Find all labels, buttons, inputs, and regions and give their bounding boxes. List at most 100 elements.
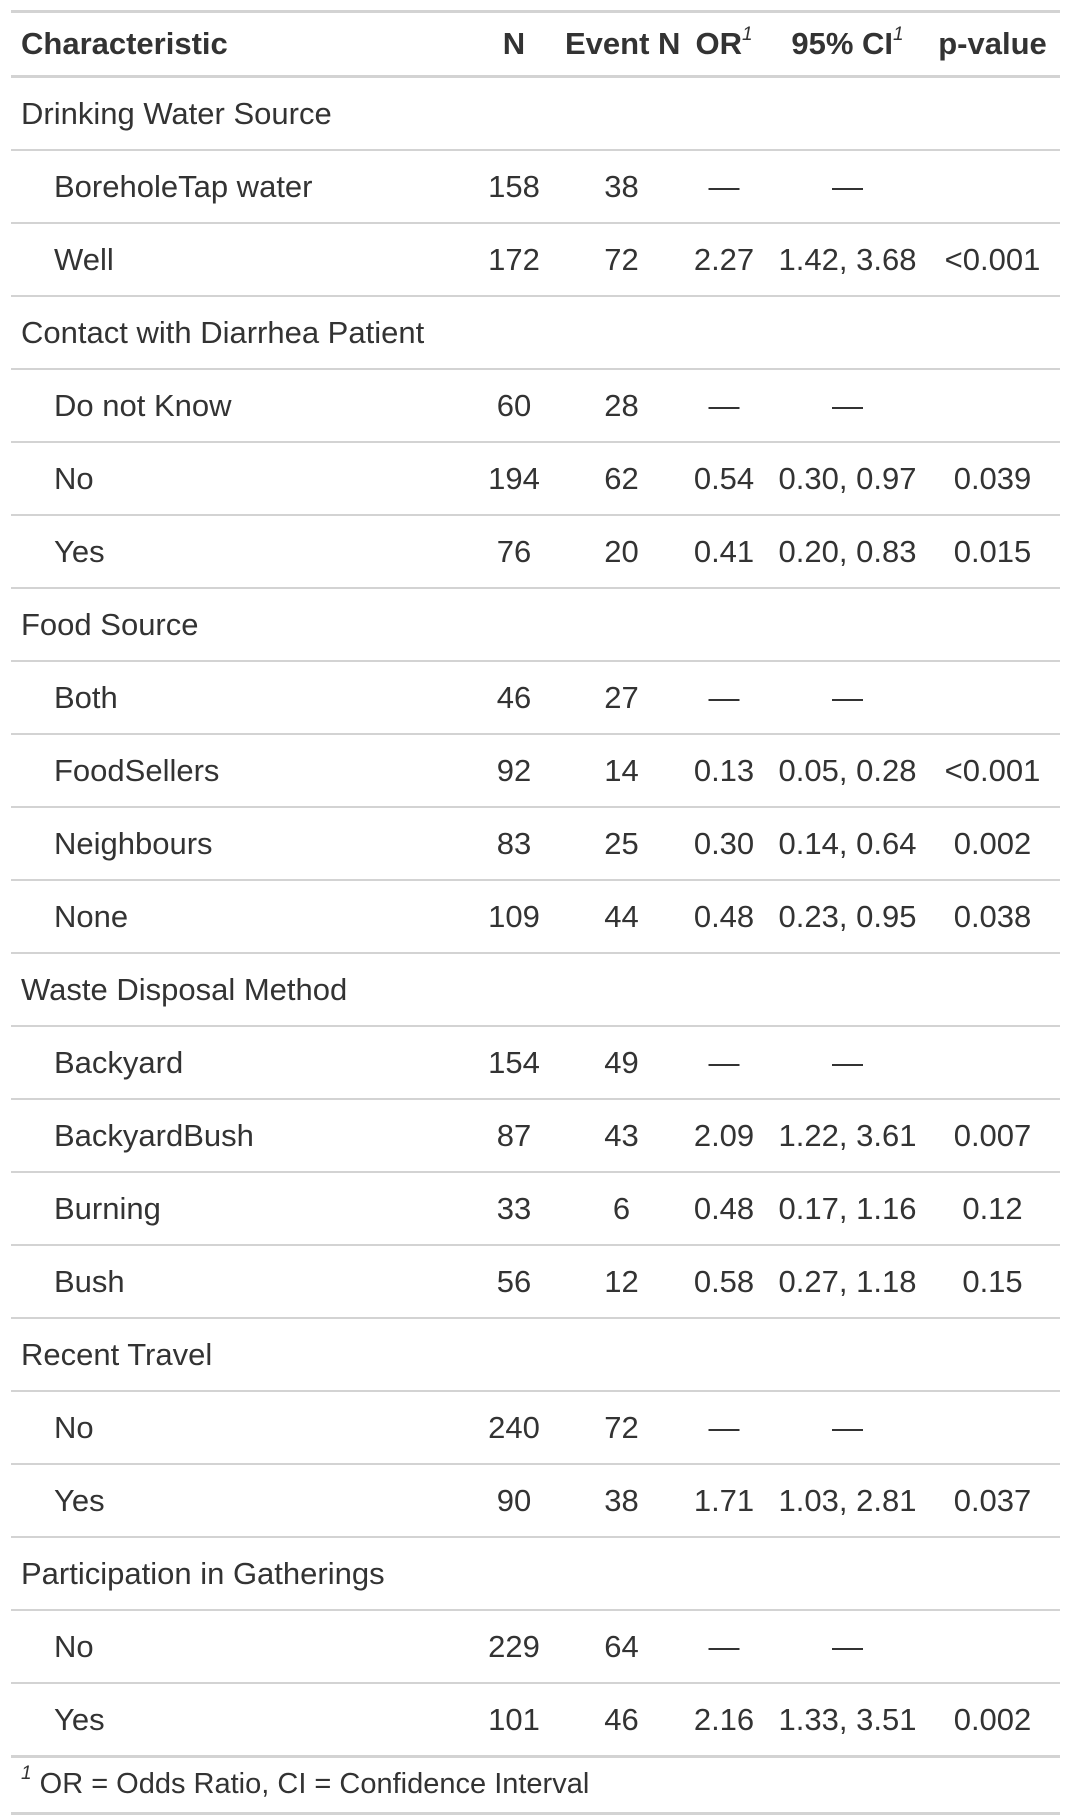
cell-event-n: 20 (565, 515, 678, 589)
cell-or: — (678, 369, 770, 443)
cell-ci (770, 1537, 925, 1611)
cell-or (678, 1318, 770, 1392)
cell-or: — (678, 1610, 770, 1684)
table-row: Yes 76 20 0.41 0.20, 0.83 0.015 (11, 515, 1060, 589)
table-row: Backyard 154 49— — (11, 1026, 1060, 1100)
cell-p-value (925, 296, 1060, 370)
cell-n: 240 (463, 1391, 565, 1465)
cell-n (463, 296, 565, 370)
cell-event-n: 64 (565, 1610, 678, 1684)
cell-p-value (925, 1391, 1060, 1465)
header-or-label: OR (695, 26, 742, 61)
cell-ci: 1.03, 2.81 (770, 1464, 925, 1538)
row-label: Drinking Water Source (11, 76, 463, 151)
cell-or: — (678, 1391, 770, 1465)
header-or-footnote-mark: 1 (741, 24, 753, 45)
cell-ci: 0.17, 1.16 (770, 1172, 925, 1246)
regression-table-container: Characteristic N Event N OR1 95% CI1 p-v… (11, 10, 1060, 1815)
row-label: Waste Disposal Method (11, 953, 463, 1027)
regression-table: Characteristic N Event N OR1 95% CI1 p-v… (11, 10, 1060, 1758)
cell-or: 0.58 (678, 1245, 770, 1319)
cell-p-value: 0.038 (925, 880, 1060, 954)
cell-n: 101 (463, 1683, 565, 1758)
table-group-row: Contact with Diarrhea Patient (11, 296, 1060, 370)
cell-p-value (925, 1026, 1060, 1100)
cell-n: 229 (463, 1610, 565, 1684)
cell-or: 0.41 (678, 515, 770, 589)
cell-event-n: 6 (565, 1172, 678, 1246)
header-ci: 95% CI1 (770, 11, 925, 78)
cell-p-value (925, 76, 1060, 151)
cell-or: — (678, 661, 770, 735)
cell-p-value: 0.037 (925, 1464, 1060, 1538)
cell-event-n: 46 (565, 1683, 678, 1758)
table-row: None 109 44 0.48 0.23, 0.95 0.038 (11, 880, 1060, 954)
cell-n: 87 (463, 1099, 565, 1173)
cell-p-value (925, 1610, 1060, 1684)
cell-event-n (565, 1318, 678, 1392)
cell-ci: 0.20, 0.83 (770, 515, 925, 589)
cell-event-n (565, 1537, 678, 1611)
table-row: Yes 101 46 2.16 1.33, 3.51 0.002 (11, 1683, 1060, 1758)
row-label: Yes (11, 515, 463, 589)
header-characteristic: Characteristic (11, 11, 463, 78)
cell-event-n: 14 (565, 734, 678, 808)
row-label: BackyardBush (11, 1099, 463, 1173)
table-row: BoreholeTap water 158 38— — (11, 150, 1060, 224)
cell-n (463, 1537, 565, 1611)
cell-event-n: 38 (565, 150, 678, 224)
table-row: Both 46 27— — (11, 661, 1060, 735)
cell-or: 0.48 (678, 880, 770, 954)
cell-ci (770, 588, 925, 662)
table-row: Do not Know 60 28— — (11, 369, 1060, 443)
cell-p-value (925, 1318, 1060, 1392)
cell-p-value: <0.001 (925, 223, 1060, 297)
cell-or: 0.48 (678, 1172, 770, 1246)
cell-ci: 0.27, 1.18 (770, 1245, 925, 1319)
row-label: Neighbours (11, 807, 463, 881)
cell-or: 2.27 (678, 223, 770, 297)
table-footnote: 1 OR = Odds Ratio, CI = Confidence Inter… (11, 1758, 1060, 1815)
cell-or (678, 953, 770, 1027)
cell-ci: 1.42, 3.68 (770, 223, 925, 297)
row-label: BoreholeTap water (11, 150, 463, 224)
cell-n: 154 (463, 1026, 565, 1100)
cell-p-value: 0.12 (925, 1172, 1060, 1246)
cell-or (678, 296, 770, 370)
cell-ci: — (770, 150, 925, 224)
table-row: No 240 72— — (11, 1391, 1060, 1465)
cell-ci (770, 953, 925, 1027)
cell-p-value: 0.039 (925, 442, 1060, 516)
cell-n (463, 76, 565, 151)
cell-or: 2.09 (678, 1099, 770, 1173)
cell-ci (770, 76, 925, 151)
cell-n: 194 (463, 442, 565, 516)
cell-event-n: 62 (565, 442, 678, 516)
row-label: Bush (11, 1245, 463, 1319)
cell-p-value: 0.002 (925, 1683, 1060, 1758)
header-ci-label: 95% CI (791, 26, 894, 61)
row-label: FoodSellers (11, 734, 463, 808)
header-n: N (463, 11, 565, 78)
row-label: Food Source (11, 588, 463, 662)
table-row: BackyardBush 87 43 2.09 1.22, 3.61 0.007 (11, 1099, 1060, 1173)
cell-or: 0.54 (678, 442, 770, 516)
cell-ci: 0.05, 0.28 (770, 734, 925, 808)
cell-event-n: 38 (565, 1464, 678, 1538)
row-label: Participation in Gatherings (11, 1537, 463, 1611)
cell-or (678, 76, 770, 151)
cell-event-n (565, 953, 678, 1027)
row-label: No (11, 1391, 463, 1465)
cell-n (463, 1318, 565, 1392)
cell-ci: — (770, 369, 925, 443)
cell-event-n: 44 (565, 880, 678, 954)
cell-n: 172 (463, 223, 565, 297)
cell-event-n (565, 76, 678, 151)
row-label: Do not Know (11, 369, 463, 443)
cell-event-n: 49 (565, 1026, 678, 1100)
cell-n (463, 588, 565, 662)
table-row: Bush 56 12 0.58 0.27, 1.18 0.15 (11, 1245, 1060, 1319)
cell-ci: 1.33, 3.51 (770, 1683, 925, 1758)
header-or: OR1 (678, 11, 770, 78)
cell-p-value (925, 150, 1060, 224)
